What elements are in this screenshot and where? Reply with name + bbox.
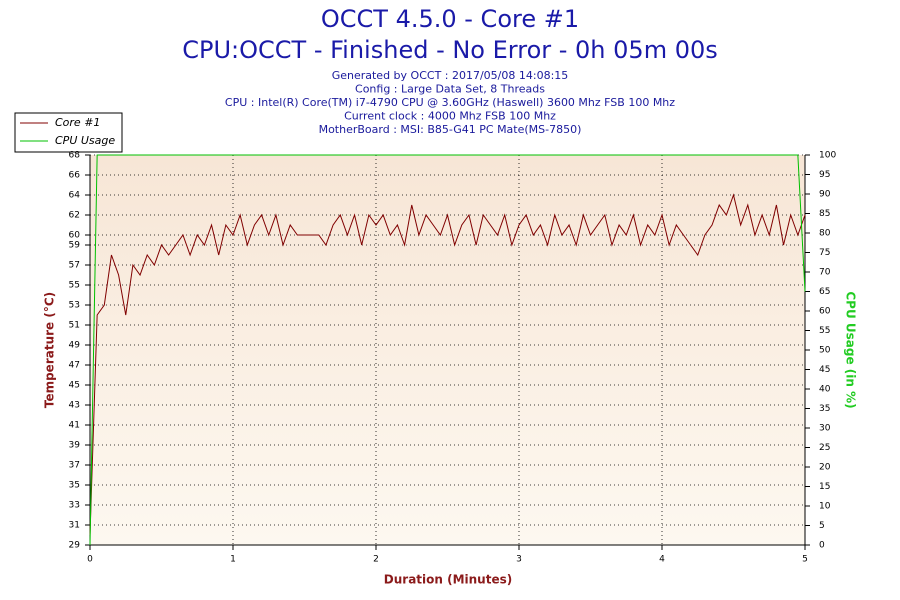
y-tick-label: 66 [69,171,81,181]
y-tick-label: 39 [69,441,81,451]
info-line: CPU : Intel(R) Core(TM) i7-4790 CPU @ 3.… [225,96,675,109]
x-tick-label: 4 [659,555,665,565]
y-tick-label: 33 [69,501,80,511]
y2-tick-label: 65 [819,287,830,297]
y-tick-label: 35 [69,481,80,491]
y-tick-label: 62 [69,211,80,221]
y-tick-label: 64 [69,191,81,201]
y2-tick-label: 60 [819,307,831,317]
y2-tick-label: 35 [819,404,830,414]
y-tick-label: 60 [69,231,81,241]
y2-tick-label: 25 [819,443,830,453]
y-tick-label: 31 [69,521,80,531]
y2-axis-label: CPU Usage (in %) [844,291,858,408]
x-tick-label: 5 [802,555,808,565]
x-tick-label: 2 [373,555,379,565]
series-line [89,193,806,536]
y2-tick-label: 30 [819,424,831,434]
y2-tick-label: 90 [819,190,831,200]
y-tick-label: 59 [69,241,81,251]
x-tick-label: 3 [516,555,522,565]
series-line [89,154,806,546]
y2-tick-label: 5 [819,521,825,531]
chart-title: OCCT 4.5.0 - Core #1 [321,5,579,33]
chart-subtitle: CPU:OCCT - Finished - No Error - 0h 05m … [182,36,718,64]
y2-tick-label: 100 [819,151,836,161]
y2-tick-label: 10 [819,502,831,512]
y2-tick-label: 50 [819,346,831,356]
y-tick-label: 47 [69,361,80,371]
y-tick-label: 57 [69,261,80,271]
y-tick-label: 43 [69,401,80,411]
x-tick-label: 1 [230,555,236,565]
legend-box [14,112,123,153]
info-line: Generated by OCCT : 2017/05/08 14:08:15 [332,69,569,82]
y2-tick-label: 15 [819,482,830,492]
info-line: MotherBoard : MSI: B85-G41 PC Mate(MS-78… [319,123,582,136]
y-tick-label: 49 [69,341,81,351]
y2-tick-label: 40 [819,385,831,395]
y-tick-label: 29 [69,541,81,551]
y2-tick-label: 0 [819,541,825,551]
y-tick-label: 53 [69,301,80,311]
legend-label: CPU Usage [55,134,115,147]
y2-tick-label: 85 [819,209,830,219]
info-line: Current clock : 4000 Mhz FSB 100 Mhz [344,110,556,123]
y-tick-label: 37 [69,461,80,471]
x-tick-label: 0 [87,555,93,565]
plot-background [90,155,805,545]
y2-tick-label: 45 [819,365,830,375]
y2-tick-label: 80 [819,229,831,239]
legend-label: Core #1 [55,116,100,129]
y-tick-label: 68 [69,151,81,161]
info-line: Config : Large Data Set, 8 Threads [355,83,545,96]
y-axis-label: Temperature (°C) [43,292,57,408]
x-axis-label: Duration (Minutes) [384,573,512,587]
y2-tick-label: 20 [819,463,831,473]
y2-tick-label: 55 [819,326,830,336]
y-tick-label: 55 [69,281,80,291]
y-tick-label: 51 [69,321,80,331]
y2-tick-label: 70 [819,268,831,278]
y-tick-label: 41 [69,421,80,431]
y-tick-label: 45 [69,381,80,391]
y2-tick-label: 75 [819,248,830,258]
y2-tick-label: 95 [819,170,830,180]
